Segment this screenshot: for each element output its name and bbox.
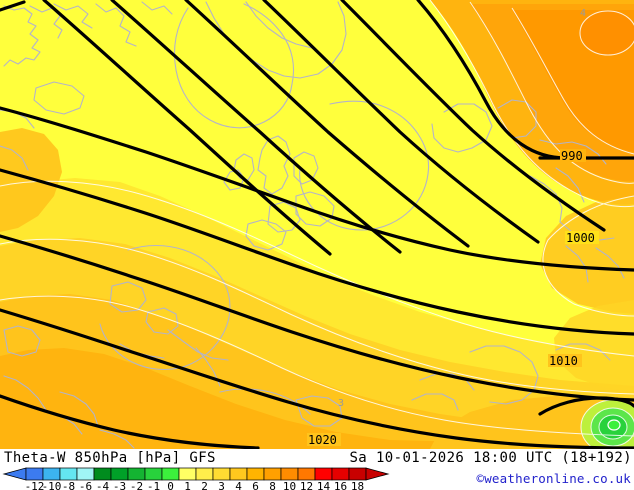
colorbar-arrow-high: [365, 467, 390, 481]
isobar-line-2: [42, 0, 332, 256]
theta-contour-label-4: 4: [580, 8, 586, 19]
isobar-line-6: [340, 0, 606, 232]
isobar-label-1010: 1010: [549, 354, 578, 368]
colorbar-tick-label: -3: [113, 480, 126, 490]
isobar-line-7: [0, 106, 634, 272]
parameter-title: Theta-W 850hPa [hPa] GFS: [4, 450, 216, 466]
colorbar-tick-label: -12: [25, 480, 45, 490]
colorbar-arrow-low: [2, 467, 27, 481]
weather-map-canvas[interactable]: 4 3: [0, 0, 634, 449]
colorbar-tick-labels: -12-10 -8 -6 -4 -3 -2 -1 0 1 2 3 4 6 8 10 12 14 16 18: [25, 480, 365, 490]
colorbar-tick-label: 16: [334, 480, 347, 490]
isobar-line-1000: [0, 168, 634, 336]
theta-band-4: [0, 348, 634, 449]
isobar-label-1020: 1020: [308, 433, 337, 447]
colorbar-swatch[interactable]: [280, 467, 299, 481]
isobar-label-bg-1010: [548, 354, 582, 367]
colorbar-tick-label: -6: [79, 480, 92, 490]
colorbar-tick-label: 1: [184, 480, 191, 490]
map-svg: 4 3: [0, 0, 634, 449]
colorbar-swatch[interactable]: [76, 467, 95, 481]
isobar-line-1020: [0, 394, 260, 449]
isobar-line-8: [0, 234, 634, 402]
colorbar-swatch[interactable]: [297, 467, 316, 481]
colorbar-tick-label: 18: [351, 480, 364, 490]
theta-core-ne: [580, 11, 634, 55]
colorbar-swatch[interactable]: [93, 467, 112, 481]
colorbar-tick-label: 6: [252, 480, 259, 490]
colorbar-swatch[interactable]: [263, 467, 282, 481]
isobar-line-5: [262, 0, 540, 244]
colorbar-swatch[interactable]: [314, 467, 333, 481]
colorbar-swatch[interactable]: [110, 467, 129, 481]
map-footer: Theta-W 850hPa [hPa] GFS Sa 10-01-2026 1…: [0, 449, 634, 490]
theta-cold-pool-center: [607, 419, 621, 431]
isobar-line-990: [416, 0, 634, 160]
colorbar-tick-label: 3: [218, 480, 225, 490]
colorbar-swatch[interactable]: [229, 467, 248, 481]
colorbar-tick-label: -4: [96, 480, 110, 490]
colorbar-swatch[interactable]: [212, 467, 231, 481]
colorbar-tick-label: -1: [147, 480, 160, 490]
copyright-link[interactable]: ©weatheronline.co.uk: [476, 471, 631, 486]
colorbar-swatch[interactable]: [59, 467, 78, 481]
colorbar-tick-label: -10: [42, 480, 62, 490]
colorbar-tick-label: 2: [201, 480, 208, 490]
colorbar-swatches: [2, 467, 390, 481]
isobar-line-9: [538, 396, 634, 416]
isobar-label-1000: 1000: [566, 231, 595, 245]
theta-contour-label-3: 3: [338, 398, 344, 409]
colorbar-swatch[interactable]: [331, 467, 350, 481]
isobar-label-990: 990: [561, 149, 583, 163]
forecast-datetime: Sa 10-01-2026 18:00 UTC (18+192): [349, 450, 632, 466]
colorbar-swatch[interactable]: [25, 467, 44, 481]
colorbar-tick-label: -8: [62, 480, 75, 490]
colorbar-swatch[interactable]: [144, 467, 163, 481]
colorbar-swatch[interactable]: [195, 467, 214, 481]
isobar-label-bg-990: [560, 149, 586, 162]
colorbar-tick-label: 8: [269, 480, 276, 490]
isobar-labels: 990 1000 1010 1020: [307, 149, 599, 447]
colorbar-tick-label: 0: [167, 480, 174, 490]
colorbar-swatch[interactable]: [348, 467, 367, 481]
isobar-label-bg-1000: [565, 231, 599, 244]
isobar-line-1: [0, 0, 26, 12]
isobar-line-4: [184, 0, 470, 248]
isobar-line-1010: [0, 308, 634, 449]
colorbar-tick-label: 4: [235, 480, 242, 490]
colorbar-tick-label: -2: [130, 480, 143, 490]
colorbar-swatch[interactable]: [127, 467, 146, 481]
colorbar-tick-label: 12: [300, 480, 313, 490]
colorbar-swatch[interactable]: [178, 467, 197, 481]
colorbar-tick-label: 14: [317, 480, 331, 490]
colorbar-swatch[interactable]: [42, 467, 61, 481]
colorbar-svg: -12-10 -8 -6 -4 -3 -2 -1 0 1 2 3 4 6 8 10 12 14 16 18: [2, 467, 390, 490]
colorbar-swatch[interactable]: [246, 467, 265, 481]
colorbar-swatch[interactable]: [161, 467, 180, 481]
colorbar-tick-label: 10: [283, 480, 296, 490]
colorbar[interactable]: -12 -10 -8 -6 -4 -3 -2 -1 0 1 2 3 4 6 8 10 12 14 16 18: [0, 467, 400, 490]
isobars: [0, 0, 634, 449]
isobar-label-bg-1020: [307, 433, 341, 446]
theta-band-east-lobe-2: [554, 300, 634, 392]
isobar-line-3: [110, 0, 402, 254]
